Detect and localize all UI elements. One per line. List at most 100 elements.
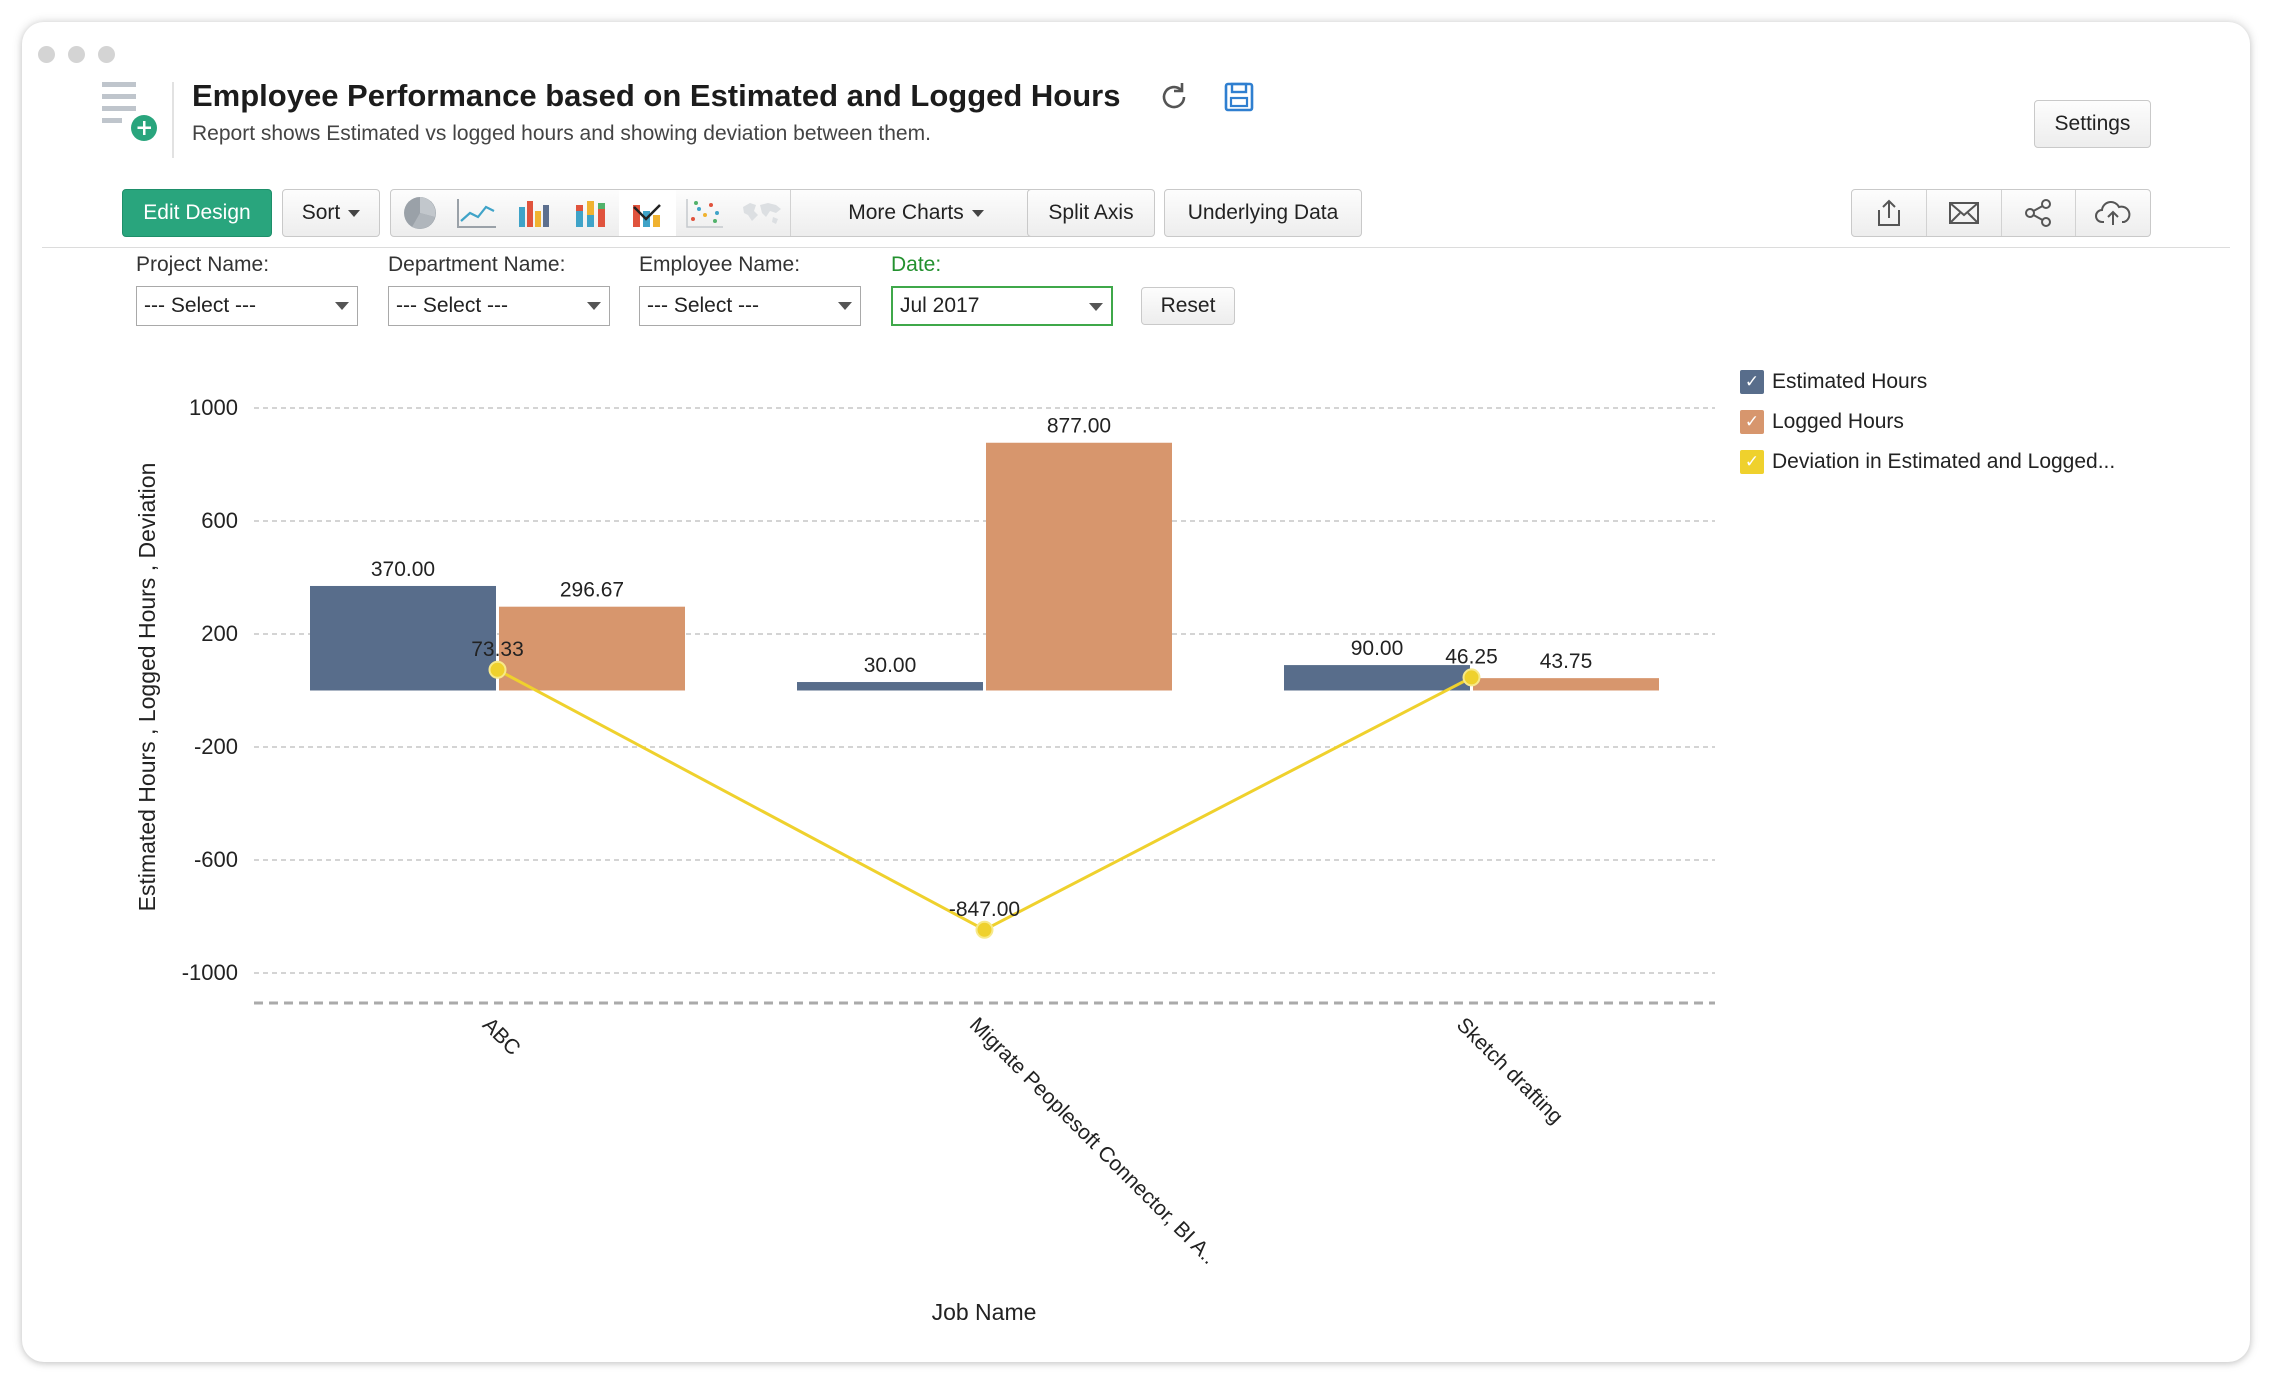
chart-type-bar[interactable]	[505, 190, 562, 236]
underlying-data-button[interactable]: Underlying Data	[1164, 189, 1362, 237]
data-label: 370.00	[371, 558, 435, 581]
project-name-value: --- Select ---	[144, 294, 256, 317]
bar	[499, 606, 685, 691]
window-dot-close[interactable]	[38, 46, 55, 63]
publish-icon	[2095, 201, 2131, 225]
dropdown-arrow-icon	[1089, 303, 1103, 311]
bar	[986, 442, 1172, 691]
refresh-icon[interactable]	[1157, 80, 1191, 114]
chevron-down-icon	[971, 209, 984, 217]
chart-type-scatter[interactable]	[676, 190, 733, 236]
dropdown-arrow-icon	[587, 302, 601, 310]
bar	[1284, 665, 1470, 691]
window-dot-maximize[interactable]	[98, 46, 115, 63]
chart-type-map[interactable]	[733, 190, 790, 236]
save-icon[interactable]	[1222, 80, 1256, 114]
legend-item-logged-hours[interactable]: ✓ Logged Hours	[1740, 408, 1904, 436]
email-button[interactable]	[1925, 190, 2001, 236]
chart-type-combination[interactable]	[619, 190, 676, 236]
department-name-select[interactable]: --- Select ---	[388, 286, 610, 326]
data-label: 46.25	[1445, 645, 1498, 668]
line-chart-icon	[456, 199, 496, 228]
deviation-point	[1462, 668, 1481, 687]
bar	[310, 585, 496, 691]
chevron-down-icon	[348, 209, 361, 217]
window-dot-minimize[interactable]	[68, 46, 85, 63]
employee-name-value: --- Select ---	[647, 294, 759, 317]
filter-label-department: Department Name:	[388, 253, 566, 276]
x-tick-label: Migrate Peoplesoft Connector, BI A..	[965, 1013, 1221, 1269]
bar-chart-icon	[518, 201, 549, 227]
export-button[interactable]	[1852, 190, 1926, 236]
y-tick-label: -1000	[182, 960, 238, 985]
scatter-chart-icon	[685, 199, 723, 228]
date-select[interactable]: Jul 2017	[891, 286, 1113, 326]
edit-design-button[interactable]: Edit Design	[122, 189, 272, 237]
bar	[1473, 678, 1659, 691]
email-icon	[1948, 202, 1979, 224]
export-icon	[1877, 199, 1900, 226]
chart-type-line[interactable]	[448, 190, 505, 236]
combination-chart-icon	[632, 204, 661, 227]
filter-label-project: Project Name:	[136, 253, 270, 276]
toolbar-divider	[42, 247, 2230, 248]
report-window	[22, 22, 2250, 1362]
page-subtitle: Report shows Estimated vs logged hours a…	[192, 122, 931, 145]
data-label: 73.33	[471, 638, 524, 661]
dropdown-arrow-icon	[335, 302, 349, 310]
page-title: Employee Performance based on Estimated …	[192, 78, 1121, 113]
deviation-point	[975, 920, 994, 939]
reset-button[interactable]: Reset	[1141, 287, 1235, 325]
more-charts-button[interactable]: More Charts	[790, 190, 1041, 236]
x-tick-label: Sketch drafting	[1452, 1013, 1567, 1128]
y-tick-label: 200	[201, 621, 238, 646]
checkbox-icon: ✓	[1740, 370, 1764, 394]
data-label: 296.67	[560, 579, 624, 602]
legend-label: Deviation in Estimated and Logged...	[1772, 450, 2116, 473]
report-icon	[102, 82, 157, 141]
split-axis-button[interactable]: Split Axis	[1027, 189, 1155, 237]
more-charts-label: More Charts	[848, 201, 964, 224]
checkbox-icon: ✓	[1740, 450, 1764, 474]
sort-button[interactable]: Sort	[282, 189, 380, 237]
y-tick-label: -200	[194, 734, 238, 759]
map-chart-icon	[742, 203, 781, 224]
pie-chart-icon	[403, 197, 436, 229]
department-name-value: --- Select ---	[396, 294, 508, 317]
deviation-point	[488, 660, 507, 679]
deviation-line	[496, 668, 1473, 932]
y-tick-label: -600	[194, 847, 238, 872]
legend-item-deviation[interactable]: ✓ Deviation in Estimated and Logged...	[1740, 448, 2115, 476]
legend-label: Logged Hours	[1772, 410, 1904, 433]
legend-label: Estimated Hours	[1772, 370, 1928, 393]
filter-label-employee: Employee Name:	[639, 253, 801, 276]
stacked-bar-chart-icon	[575, 201, 605, 227]
settings-button[interactable]: Settings	[2034, 100, 2151, 148]
data-label: 877.00	[1047, 415, 1111, 438]
dropdown-arrow-icon	[838, 302, 852, 310]
y-axis-title: Estimated Hours , Logged Hours , Deviati…	[134, 463, 160, 912]
sort-label: Sort	[301, 201, 341, 224]
data-label: 43.75	[1540, 650, 1593, 673]
filter-label-date: Date:	[891, 253, 942, 276]
data-label: 30.00	[864, 654, 917, 677]
header-divider	[172, 82, 174, 158]
chart-type-stacked-bar[interactable]	[562, 190, 619, 236]
publish-button[interactable]	[2075, 190, 2150, 236]
project-name-select[interactable]: --- Select ---	[136, 286, 358, 326]
action-icons-group	[1851, 189, 2151, 237]
data-label: 90.00	[1351, 637, 1404, 660]
legend-item-estimated-hours[interactable]: ✓ Estimated Hours	[1740, 368, 1927, 396]
chart-type-selector: More Charts	[390, 189, 1042, 237]
date-value: Jul 2017	[900, 294, 980, 317]
share-icon	[2025, 199, 2052, 227]
chart-type-pie[interactable]	[391, 190, 448, 236]
x-tick-label: ABC	[478, 1013, 525, 1060]
data-label: -847.00	[949, 898, 1020, 921]
checkbox-icon: ✓	[1740, 410, 1764, 434]
x-axis-title: Job Name	[932, 1299, 1037, 1325]
share-button[interactable]	[2000, 190, 2076, 236]
y-tick-label: 1000	[189, 395, 238, 420]
employee-name-select[interactable]: --- Select ---	[639, 286, 861, 326]
